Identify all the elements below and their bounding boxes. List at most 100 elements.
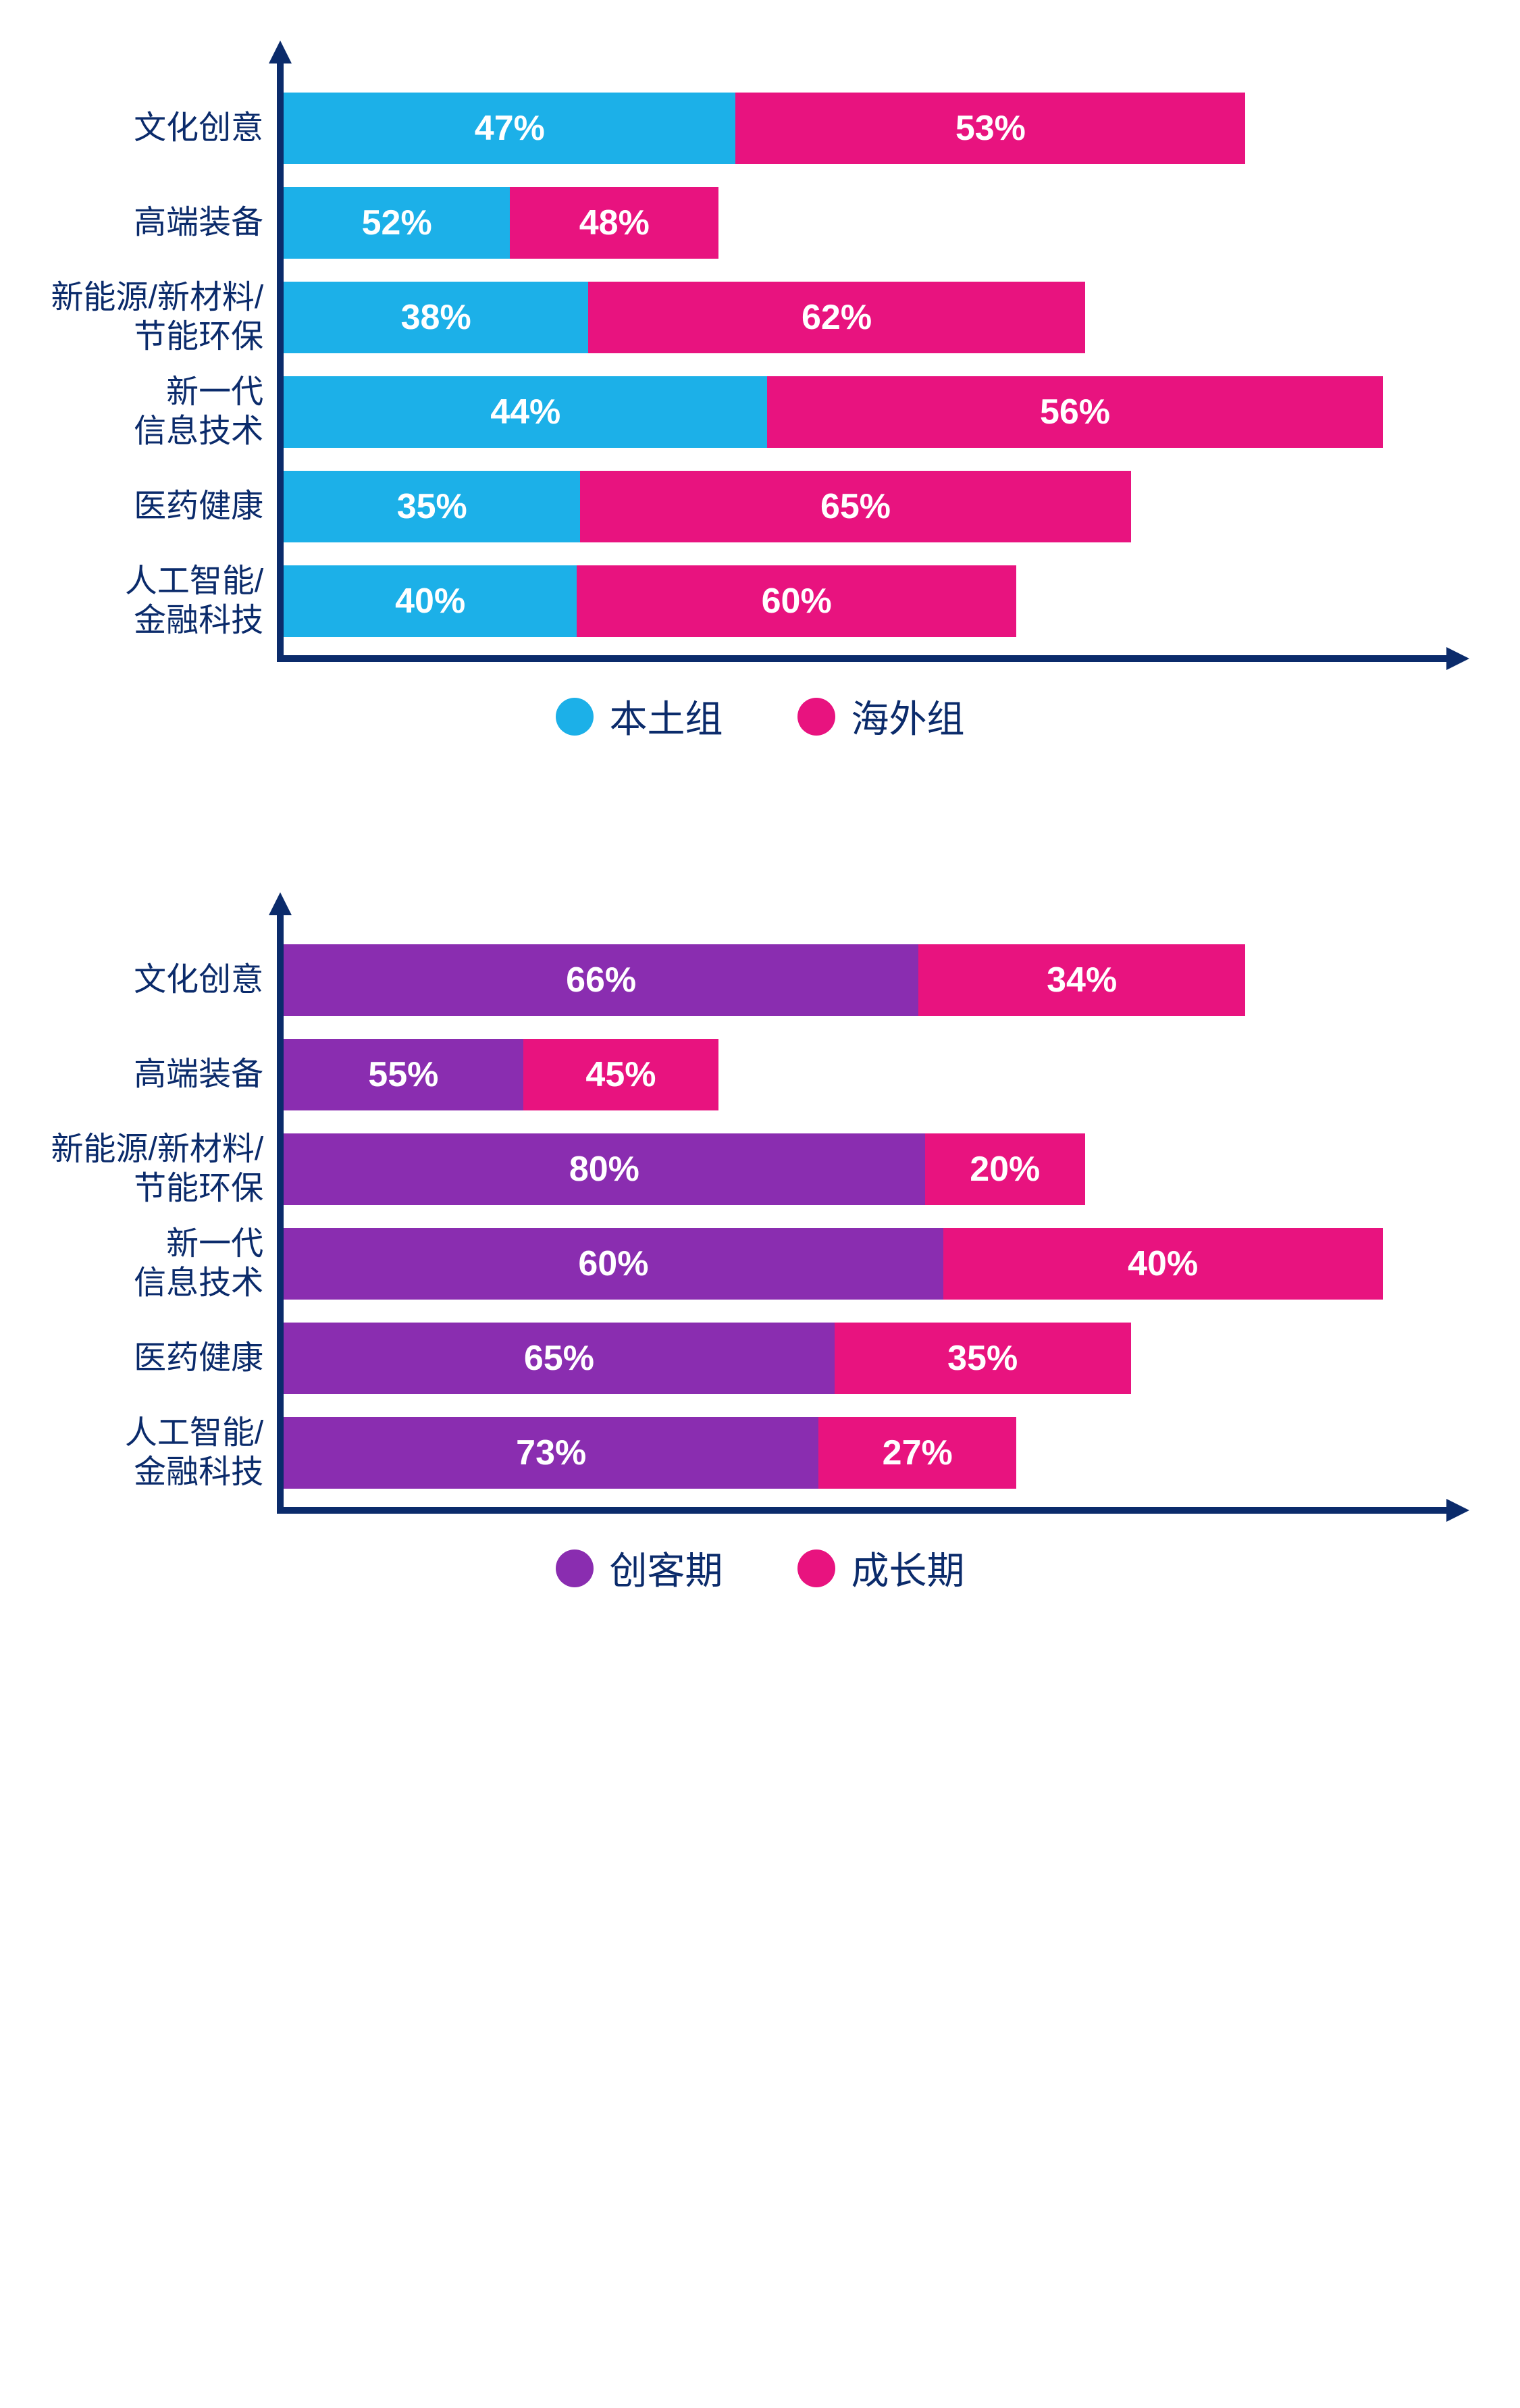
bar-row: 47% 53% xyxy=(284,81,1428,176)
legend-item: 成长期 xyxy=(797,1541,965,1595)
bar-value: 48% xyxy=(579,203,650,243)
bar-segment: 62% xyxy=(588,282,1085,353)
stacked-bar: 80% 20% xyxy=(284,1133,1085,1205)
bar-value: 47% xyxy=(475,108,545,149)
bar-row: 38% 62% xyxy=(284,270,1428,365)
legend-item: 海外组 xyxy=(797,689,965,744)
chart-chart1: 文化创意高端装备新能源/新材料/ 节能环保新一代 信息技术医药健康人工智能/ 金… xyxy=(51,41,1469,744)
legend-item: 创客期 xyxy=(556,1541,723,1595)
bar-segment: 27% xyxy=(818,1417,1016,1489)
bar-row: 66% 34% xyxy=(284,933,1428,1027)
bar-segment: 34% xyxy=(918,944,1245,1016)
stacked-bar: 52% 48% xyxy=(284,187,718,259)
bar-value: 65% xyxy=(820,486,891,527)
bar-value: 65% xyxy=(524,1338,594,1379)
bar-value: 27% xyxy=(883,1433,953,1473)
legend: 本土组 海外组 xyxy=(51,689,1469,744)
x-axis-arrow-icon xyxy=(1446,1499,1469,1522)
bar-value: 56% xyxy=(1040,392,1110,432)
legend-swatch-icon xyxy=(797,698,835,736)
y-label: 新能源/新材料/ 节能环保 xyxy=(51,270,264,365)
bar-row: 40% 60% xyxy=(284,554,1428,648)
bar-segment: 60% xyxy=(577,565,1016,637)
x-axis xyxy=(277,655,1446,662)
bar-value: 60% xyxy=(762,581,832,621)
bar-segment: 35% xyxy=(835,1323,1131,1394)
bar-row: 55% 45% xyxy=(284,1027,1428,1122)
bar-value: 45% xyxy=(585,1054,656,1095)
bar-value: 62% xyxy=(802,297,872,338)
bar-value: 60% xyxy=(578,1244,648,1284)
stacked-bar: 38% 62% xyxy=(284,282,1085,353)
legend-label: 海外组 xyxy=(851,689,965,744)
stacked-bar: 66% 34% xyxy=(284,944,1245,1016)
bar-row: 52% 48% xyxy=(284,176,1428,270)
y-axis-arrow-icon xyxy=(269,892,292,915)
chart-area: 文化创意高端装备新能源/新材料/ 节能环保新一代 信息技术医药健康人工智能/ 金… xyxy=(51,892,1469,1514)
bar-segment: 47% xyxy=(284,93,735,164)
bar-value: 44% xyxy=(490,392,560,432)
bar-segment: 44% xyxy=(284,376,767,448)
y-axis-labels: 文化创意高端装备新能源/新材料/ 节能环保新一代 信息技术医药健康人工智能/ 金… xyxy=(51,892,278,1514)
y-label: 高端装备 xyxy=(51,176,264,270)
bar-segment: 40% xyxy=(943,1228,1383,1300)
bar-row: 44% 56% xyxy=(284,365,1428,459)
bar-value: 52% xyxy=(362,203,432,243)
bar-segment: 55% xyxy=(284,1039,523,1110)
bar-segment: 73% xyxy=(284,1417,818,1489)
stacked-bar: 47% 53% xyxy=(284,93,1245,164)
y-axis xyxy=(277,915,284,1514)
bar-value: 35% xyxy=(397,486,467,527)
y-axis-labels: 文化创意高端装备新能源/新材料/ 节能环保新一代 信息技术医药健康人工智能/ 金… xyxy=(51,41,278,662)
bar-value: 38% xyxy=(401,297,471,338)
bar-value: 34% xyxy=(1047,960,1117,1000)
bar-row: 80% 20% xyxy=(284,1122,1428,1216)
y-label: 新一代 信息技术 xyxy=(51,365,264,459)
stacked-bar: 65% 35% xyxy=(284,1323,1131,1394)
bar-segment: 60% xyxy=(284,1228,943,1300)
chart-area: 文化创意高端装备新能源/新材料/ 节能环保新一代 信息技术医药健康人工智能/ 金… xyxy=(51,41,1469,662)
y-label: 文化创意 xyxy=(51,933,264,1027)
legend-item: 本土组 xyxy=(556,689,723,744)
bar-segment: 48% xyxy=(510,187,718,259)
bar-segment: 65% xyxy=(580,471,1130,542)
x-axis xyxy=(277,1507,1446,1514)
bar-value: 55% xyxy=(368,1054,438,1095)
y-label: 新一代 信息技术 xyxy=(51,1216,264,1311)
y-axis xyxy=(277,63,284,662)
stacked-bar: 73% 27% xyxy=(284,1417,1016,1489)
plot-area: 47% 53% 52% 48% 38% 62% 44% 56% 35% 65% 40% 60% xyxy=(277,41,1469,662)
bar-segment: 66% xyxy=(284,944,918,1016)
bar-value: 35% xyxy=(947,1338,1018,1379)
bar-segment: 65% xyxy=(284,1323,834,1394)
bar-value: 40% xyxy=(395,581,465,621)
bar-value: 53% xyxy=(955,108,1026,149)
legend-label: 本土组 xyxy=(610,689,723,744)
bar-value: 20% xyxy=(970,1149,1040,1189)
y-label: 人工智能/ 金融科技 xyxy=(51,554,264,648)
bar-row: 65% 35% xyxy=(284,1311,1428,1406)
x-axis-arrow-icon xyxy=(1446,647,1469,670)
bars-container: 47% 53% 52% 48% 38% 62% 44% 56% 35% 65% 40% 60% xyxy=(284,81,1428,648)
stacked-bar: 55% 45% xyxy=(284,1039,718,1110)
bar-segment: 35% xyxy=(284,471,580,542)
bar-segment: 56% xyxy=(767,376,1382,448)
legend-swatch-icon xyxy=(556,1549,594,1587)
bar-segment: 80% xyxy=(284,1133,924,1205)
bar-segment: 20% xyxy=(925,1133,1085,1205)
bars-container: 66% 34% 55% 45% 80% 20% 60% 40% 65% 35% 73% 27% xyxy=(284,933,1428,1500)
stacked-bar: 35% 65% xyxy=(284,471,1131,542)
y-label: 人工智能/ 金融科技 xyxy=(51,1406,264,1500)
bar-value: 40% xyxy=(1128,1244,1198,1284)
y-label: 医药健康 xyxy=(51,459,264,554)
legend-label: 成长期 xyxy=(851,1541,965,1595)
stacked-bar: 44% 56% xyxy=(284,376,1383,448)
bar-value: 73% xyxy=(516,1433,586,1473)
legend-label: 创客期 xyxy=(610,1541,723,1595)
stacked-bar: 60% 40% xyxy=(284,1228,1383,1300)
plot-area: 66% 34% 55% 45% 80% 20% 60% 40% 65% 35% 73% 27% xyxy=(277,892,1469,1514)
y-axis-arrow-icon xyxy=(269,41,292,63)
y-label: 文化创意 xyxy=(51,81,264,176)
bar-row: 35% 65% xyxy=(284,459,1428,554)
bar-row: 73% 27% xyxy=(284,1406,1428,1500)
